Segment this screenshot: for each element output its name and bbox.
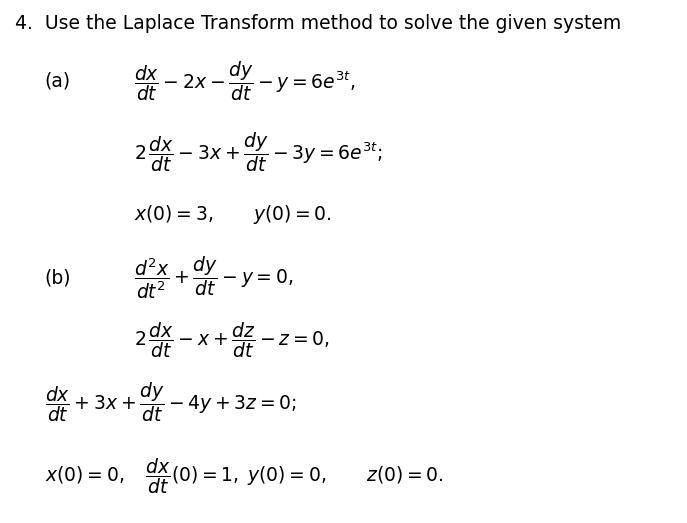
Text: $2\,\dfrac{dx}{dt} - x + \dfrac{dz}{dt} - z = 0,$: $2\,\dfrac{dx}{dt} - x + \dfrac{dz}{dt} … bbox=[134, 320, 330, 360]
Text: (b): (b) bbox=[45, 269, 71, 288]
Text: $\dfrac{d^2x}{dt^2} + \dfrac{dy}{dt} - y = 0,$: $\dfrac{d^2x}{dt^2} + \dfrac{dy}{dt} - y… bbox=[134, 255, 293, 301]
Text: $\dfrac{dx}{dt} - 2x - \dfrac{dy}{dt} - y = 6e^{3t},$: $\dfrac{dx}{dt} - 2x - \dfrac{dy}{dt} - … bbox=[134, 59, 355, 103]
Text: 4.  Use the Laplace Transform method to solve the given system: 4. Use the Laplace Transform method to s… bbox=[15, 14, 621, 33]
Text: $x(0) = 3, \qquad y(0) = 0.$: $x(0) = 3, \qquad y(0) = 0.$ bbox=[134, 203, 332, 226]
Text: (a): (a) bbox=[45, 72, 71, 90]
Text: $x(0) = 0, \quad \dfrac{dx}{dt}(0) = 1,\; y(0) = 0, \qquad z(0) = 0.$: $x(0) = 0, \quad \dfrac{dx}{dt}(0) = 1,\… bbox=[45, 456, 443, 496]
Text: $\dfrac{dx}{dt} + 3x + \dfrac{dy}{dt} - 4y + 3z = 0;$: $\dfrac{dx}{dt} + 3x + \dfrac{dy}{dt} - … bbox=[45, 380, 296, 424]
Text: $2\,\dfrac{dx}{dt} - 3x + \dfrac{dy}{dt} - 3y = 6e^{3t};$: $2\,\dfrac{dx}{dt} - 3x + \dfrac{dy}{dt}… bbox=[134, 130, 382, 174]
